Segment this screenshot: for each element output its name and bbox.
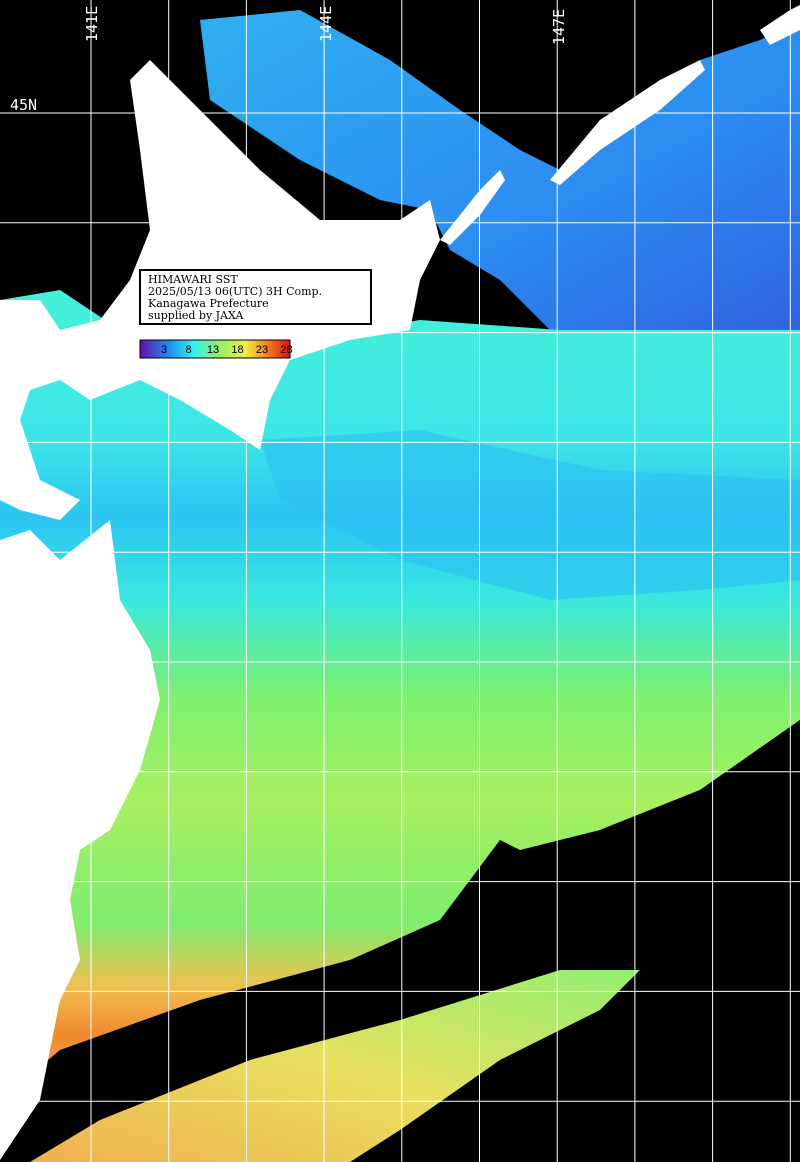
land-kuril (550, 60, 705, 185)
ocean-band (30, 970, 640, 1162)
info-line: 2025/05/13 06(UTC) 3H Comp. (148, 285, 322, 298)
info-box (139, 269, 372, 325)
colorbar-tick-label: 28 (280, 344, 292, 356)
colorbar-tick-label: 8 (185, 344, 191, 356)
info-line: supplied by JAXA (148, 309, 244, 322)
colorbar-tick-label: 18 (231, 344, 243, 356)
colorbar (139, 339, 291, 359)
colorbar-tick-label: 13 (207, 344, 219, 356)
colorbar-tick-label: 23 (256, 344, 268, 356)
lon-label: 147E (550, 9, 568, 45)
lon-label: 141E (83, 6, 101, 42)
cloud (0, 720, 800, 1162)
info-line: HIMAWARI SST (148, 273, 238, 286)
colorbar-tick-label: 3 (161, 344, 167, 356)
cold-eddy (260, 430, 800, 600)
lat-label: 45N (10, 96, 37, 114)
info-line: Kanagawa Prefecture (148, 297, 269, 310)
colorbar-ticks: 3 8 13 18 23 28 (161, 344, 293, 356)
lon-label: 144E (317, 6, 335, 42)
land-kuril (440, 170, 505, 245)
land-honshu (0, 520, 160, 1160)
